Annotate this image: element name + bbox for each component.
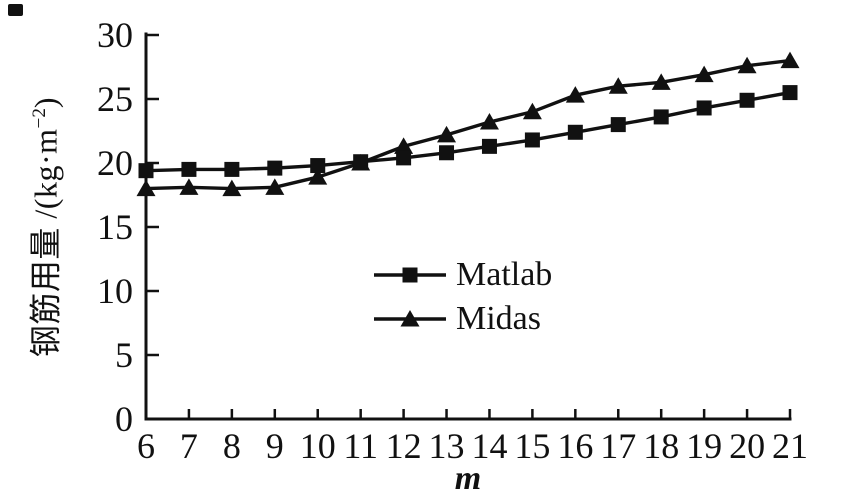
y-tick-label: 15 xyxy=(97,207,133,247)
y-tick-label: 5 xyxy=(115,335,133,375)
marker-triangle-midas xyxy=(651,73,671,90)
marker-triangle-midas xyxy=(565,86,585,103)
series-line-midas xyxy=(145,58,791,191)
marker-square-matlab xyxy=(481,138,497,154)
y-tick-label: 20 xyxy=(97,143,133,183)
marker-square-matlab xyxy=(310,158,326,174)
y-tick-label: 10 xyxy=(97,271,133,311)
marker-triangle-midas xyxy=(522,102,542,120)
x-tick-label: 19 xyxy=(686,426,722,466)
marker-square-matlab xyxy=(524,132,540,148)
x-tick-label: 12 xyxy=(386,426,422,466)
y-axis-title: 钢筋用量 /(kg·m−2) xyxy=(22,52,64,402)
marker-square-matlab xyxy=(739,92,755,108)
marker-triangle-midas xyxy=(780,51,800,69)
marker-square-matlab xyxy=(181,161,197,177)
legend-item-midas: Midas xyxy=(372,298,552,340)
x-tick-label: 11 xyxy=(343,426,378,466)
marker-triangle-midas xyxy=(437,125,457,143)
x-tick-label: 6 xyxy=(137,426,155,466)
marker-triangle-midas xyxy=(479,113,499,130)
x-tick-label: 14 xyxy=(471,426,507,466)
marker-triangle-midas xyxy=(737,56,757,74)
marker-triangle-midas xyxy=(608,77,628,94)
y-tick-label: 25 xyxy=(97,79,133,119)
square-marker-icon xyxy=(374,267,446,283)
x-axis-title: m xyxy=(454,460,482,497)
axes xyxy=(144,32,792,421)
x-tick-label: 17 xyxy=(600,426,636,466)
marker-square-matlab xyxy=(396,150,412,166)
marker-square-matlab xyxy=(439,145,455,161)
marker-square-matlab xyxy=(353,154,369,170)
triangle-marker-icon xyxy=(374,310,446,327)
marker-triangle-midas xyxy=(308,168,328,185)
marker-triangle-midas xyxy=(265,178,285,195)
y-tick-label: 0 xyxy=(115,399,133,439)
marker-triangle-midas xyxy=(136,179,156,197)
marker-square-matlab xyxy=(782,85,798,101)
corner-artifact-mark xyxy=(8,4,23,16)
marker-triangle-midas xyxy=(222,179,242,197)
marker-square-matlab xyxy=(224,161,240,177)
y-axis-title-superscript: −2 xyxy=(29,108,50,129)
x-tick-label: 15 xyxy=(514,426,550,466)
x-tick-label: 21 xyxy=(772,426,808,466)
legend-item-matlab: Matlab xyxy=(372,254,552,296)
x-tick-label: 10 xyxy=(300,426,336,466)
marker-square-matlab xyxy=(653,109,669,125)
x-tick-label: 18 xyxy=(643,426,679,466)
marker-triangle-midas xyxy=(694,65,714,83)
marker-square-matlab xyxy=(567,124,583,140)
marker-square-matlab xyxy=(696,100,712,116)
y-tick-label: 30 xyxy=(97,15,133,55)
x-tick-label: 20 xyxy=(729,426,765,466)
x-tick-label: 9 xyxy=(266,426,284,466)
x-tick-label: 13 xyxy=(429,426,465,466)
x-tick-label: 7 xyxy=(180,426,198,466)
legend-label-matlab: Matlab xyxy=(456,256,553,293)
marker-square-matlab xyxy=(267,160,283,176)
y-axis-title-suffix: ) xyxy=(27,96,64,109)
x-tick-label: 8 xyxy=(223,426,241,466)
legend-label-midas: Midas xyxy=(456,300,541,337)
x-tick-label: 16 xyxy=(557,426,593,466)
legend: Matlab Midas xyxy=(372,254,552,340)
marker-square-matlab xyxy=(610,117,626,133)
y-axis-title-prefix: 钢筋用量 /(kg·m xyxy=(27,128,64,358)
marker-triangle-midas xyxy=(179,178,199,195)
marker-square-matlab xyxy=(138,163,154,179)
series-line-matlab xyxy=(145,90,791,173)
marker-triangle-midas xyxy=(394,137,414,154)
